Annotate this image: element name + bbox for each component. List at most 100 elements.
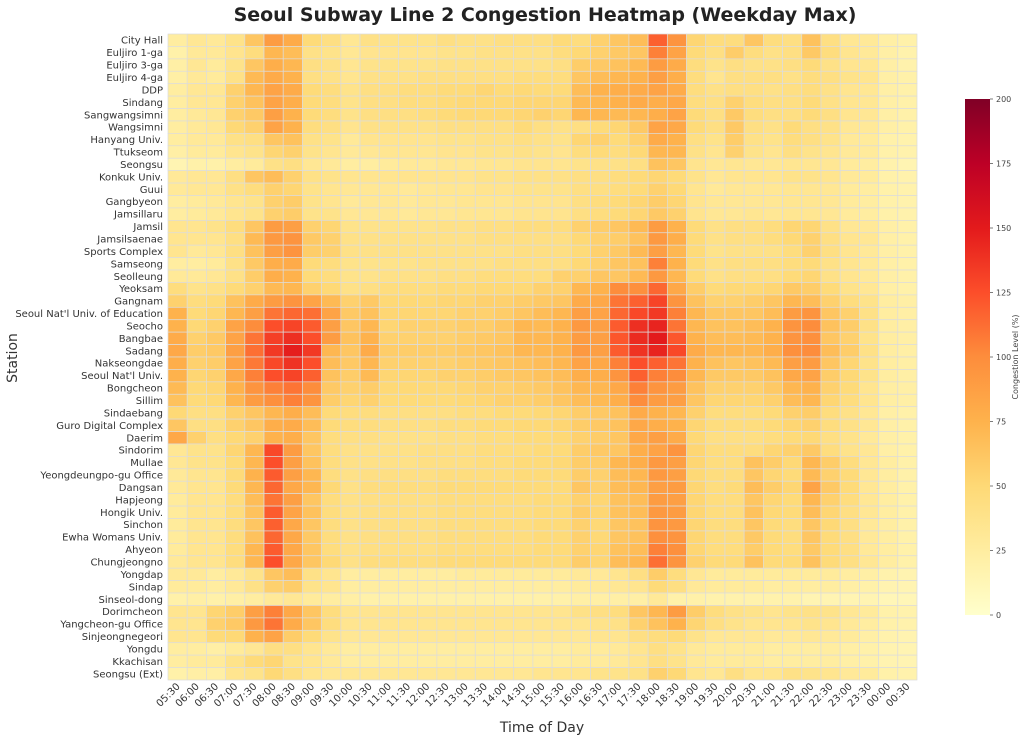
heatmap-cell (743, 456, 764, 470)
heatmap-cell (513, 108, 534, 122)
heatmap-cell (897, 555, 918, 569)
heatmap-cell (378, 356, 399, 370)
heatmap-cell (455, 431, 476, 445)
heatmap-cell (206, 530, 226, 544)
heatmap-cell (839, 468, 860, 482)
heatmap-cell (186, 282, 207, 296)
heatmap-cell (340, 592, 361, 606)
heatmap-cell (763, 70, 783, 85)
heatmap-cell (609, 133, 630, 147)
heatmap-cell (225, 182, 246, 196)
heatmap-cell (551, 269, 572, 283)
heatmap-cell (494, 431, 515, 445)
heatmap-cell (839, 306, 860, 321)
heatmap-cell (666, 456, 687, 470)
heatmap-cell (378, 406, 399, 420)
heatmap-cell (417, 294, 438, 308)
heatmap-cell (417, 605, 438, 619)
heatmap-cell (167, 232, 188, 246)
heatmap-cell (743, 331, 764, 345)
heatmap-cell (494, 232, 515, 246)
heatmap-cell (359, 443, 380, 457)
heatmap-cell (532, 381, 553, 395)
heatmap-cell (666, 244, 687, 258)
heatmap-cell (897, 642, 918, 656)
heatmap-cell (378, 331, 399, 345)
heatmap-cell (820, 468, 841, 482)
heatmap-cell (225, 232, 246, 246)
heatmap-cell (186, 306, 207, 321)
heatmap-cell (647, 480, 668, 495)
heatmap-cell (628, 518, 649, 532)
heatmap-cell (897, 157, 918, 172)
heatmap-cell (763, 393, 783, 408)
heatmap-cell (494, 257, 515, 271)
heatmap-cell (455, 145, 476, 159)
heatmap-cell (686, 282, 707, 296)
heatmap-cell (417, 232, 438, 246)
heatmap-cell (302, 505, 322, 519)
heatmap-cell (551, 505, 572, 519)
heatmap-cell (686, 617, 707, 631)
heatmap-cell (225, 319, 246, 333)
heatmap-cell (282, 83, 303, 97)
heatmap-cell (859, 505, 879, 519)
heatmap-cell (878, 530, 899, 544)
heatmap-cell (321, 555, 342, 569)
heatmap-cell (705, 393, 726, 408)
heatmap-cell (878, 83, 899, 97)
heatmap-cell (494, 667, 515, 681)
heatmap-cell (647, 567, 668, 581)
heatmap-cell (513, 580, 534, 594)
heatmap-cell (820, 58, 841, 72)
heatmap-cell (647, 108, 668, 122)
heatmap-cell (321, 182, 342, 196)
heatmap-cell (186, 157, 207, 172)
heatmap-cell (455, 580, 476, 594)
colorbar-label: Congestion Level (%) (1011, 314, 1020, 399)
heatmap-cell (897, 257, 918, 271)
heatmap-cell (244, 344, 265, 358)
heatmap-cell (705, 108, 726, 122)
heatmap-cell (897, 108, 918, 122)
heatmap-cell (878, 443, 899, 457)
heatmap-cell (609, 518, 630, 532)
heatmap-cell (628, 244, 649, 258)
heatmap-cell (782, 344, 803, 358)
heatmap-cell (513, 567, 534, 581)
heatmap-cell (436, 244, 457, 258)
heatmap-cell (686, 306, 707, 321)
heatmap-cell (263, 257, 284, 271)
heatmap-cell (724, 406, 745, 420)
heatmap-cell (263, 505, 284, 519)
heatmap-cell (340, 468, 361, 482)
heatmap-cell (724, 95, 745, 109)
heatmap-cell (513, 468, 534, 482)
heatmap-cell (282, 381, 303, 395)
heatmap-cell (666, 282, 687, 296)
heatmap-cell (820, 83, 841, 97)
heatmap-cell (359, 306, 380, 321)
heatmap-cell (705, 244, 726, 258)
heatmap-cell (206, 667, 226, 681)
heatmap-cell (647, 83, 668, 97)
heatmap-cell (570, 406, 591, 420)
heatmap-cell (513, 269, 534, 283)
heatmap-cell (878, 70, 899, 85)
heatmap-cell (513, 257, 534, 271)
heatmap-cell (378, 629, 399, 644)
heatmap-cell (820, 642, 841, 656)
heatmap-cell (167, 617, 188, 631)
heatmap-cell (859, 108, 879, 122)
heatmap-cell (551, 617, 572, 631)
heatmap-cell (321, 195, 342, 209)
heatmap-cell (282, 555, 303, 569)
heatmap-cell (897, 46, 918, 60)
heatmap-cell (743, 319, 764, 333)
heatmap-cell (302, 418, 322, 432)
heatmap-cell (206, 480, 226, 495)
heatmap-cell (590, 219, 611, 234)
heatmap-cell (455, 269, 476, 283)
heatmap-cell (551, 257, 572, 271)
heatmap-cell (167, 70, 188, 85)
